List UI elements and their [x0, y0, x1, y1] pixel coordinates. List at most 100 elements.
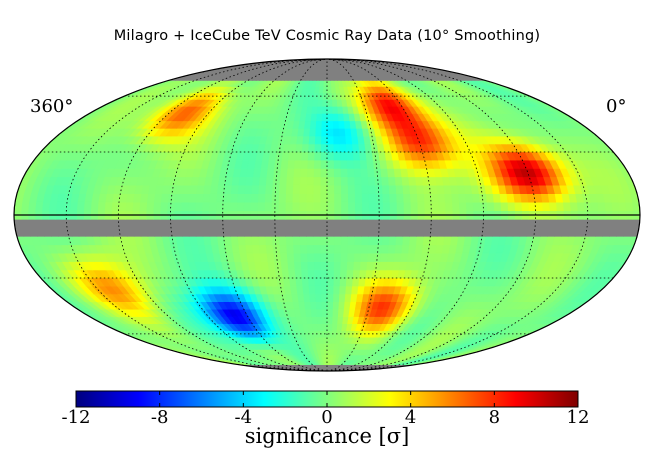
map-cell — [250, 219, 259, 229]
map-cell — [354, 193, 363, 203]
left-edge-label: 360° — [30, 96, 74, 117]
map-cell — [285, 193, 293, 203]
map-cell — [340, 201, 349, 211]
map-cell — [312, 176, 321, 186]
map-cell — [209, 184, 219, 194]
map-cell — [309, 301, 317, 310]
map-cell — [264, 219, 272, 229]
map-cell — [333, 151, 341, 161]
map-cell — [292, 184, 301, 194]
map-cell — [457, 227, 466, 237]
map-cell — [131, 219, 141, 229]
map-cell — [300, 159, 308, 169]
map-cell — [388, 184, 397, 194]
map-cell — [201, 201, 210, 211]
map-cell — [153, 227, 162, 237]
map-cell — [333, 261, 341, 271]
map-cell — [286, 261, 295, 271]
map-cell — [313, 143, 322, 153]
map-cell — [366, 168, 375, 178]
map-cell — [320, 285, 328, 295]
map-cell — [379, 252, 389, 262]
map-cell — [306, 244, 314, 254]
map-cell — [145, 201, 155, 211]
map-cell — [208, 219, 217, 229]
map-cell — [423, 219, 432, 229]
map-cell — [408, 236, 417, 246]
map-cell — [351, 143, 360, 153]
map-cell — [345, 277, 353, 287]
map-cell — [237, 236, 246, 246]
map-cell — [352, 151, 360, 161]
map-cell — [316, 106, 323, 114]
map-cell — [382, 201, 390, 211]
map-cell — [380, 244, 389, 254]
map-cell — [395, 219, 404, 229]
map-cell — [493, 201, 502, 211]
map-cell — [555, 201, 564, 211]
map-cell — [333, 269, 341, 279]
map-cell — [332, 277, 341, 287]
map-cell — [307, 269, 315, 279]
map-cell — [215, 193, 224, 203]
map-cell — [364, 269, 373, 279]
map-cell — [125, 219, 134, 229]
map-cell — [430, 227, 439, 237]
right-edge-label: 0° — [606, 96, 627, 117]
map-cell — [223, 236, 232, 246]
map-cell — [333, 168, 341, 178]
map-cell — [305, 219, 314, 229]
map-cell — [569, 201, 578, 211]
map-cell — [320, 128, 328, 137]
map-cell — [340, 236, 349, 246]
map-cell — [313, 159, 321, 169]
map-cell — [430, 201, 439, 211]
map-cell — [312, 236, 321, 246]
map-cell — [258, 244, 267, 254]
map-cell — [331, 316, 338, 325]
map-cell — [357, 277, 366, 287]
map-cell — [278, 176, 287, 186]
map-cell — [301, 285, 310, 295]
map-cell — [259, 252, 268, 262]
map-cell — [361, 201, 370, 211]
map-cell — [346, 244, 355, 254]
map-cell — [346, 159, 354, 169]
map-cell — [337, 308, 344, 317]
map-cell — [308, 128, 316, 137]
map-cell — [416, 193, 425, 203]
map-cell — [294, 277, 303, 287]
map-cell — [284, 219, 293, 229]
map-cell — [436, 227, 446, 237]
map-cell — [320, 151, 328, 161]
map-cell — [312, 201, 321, 211]
map-cell — [435, 184, 445, 194]
map-cell — [292, 176, 301, 186]
map-cell — [299, 176, 308, 186]
map-cell — [332, 293, 340, 303]
map-cell — [201, 227, 211, 237]
map-cell — [180, 219, 189, 229]
map-cell — [492, 227, 501, 237]
map-cell — [236, 201, 245, 211]
map-cell — [230, 236, 239, 246]
map-cell — [326, 113, 333, 122]
map-cell — [215, 219, 224, 229]
map-cell — [359, 252, 368, 262]
map-cell — [394, 176, 403, 186]
map-cell — [27, 219, 37, 229]
map-cell — [451, 219, 460, 229]
map-cell — [257, 219, 265, 229]
map-cell — [367, 244, 376, 254]
map-cell — [286, 168, 295, 178]
map-cell — [326, 349, 331, 356]
map-cell — [250, 193, 259, 203]
map-cell — [69, 201, 78, 211]
map-cell — [409, 201, 418, 211]
map-cell — [201, 219, 210, 229]
map-cell — [55, 201, 64, 211]
map-cell — [380, 176, 389, 186]
map-cell — [97, 201, 106, 211]
map-cell — [41, 219, 51, 229]
map-cell — [326, 244, 335, 254]
